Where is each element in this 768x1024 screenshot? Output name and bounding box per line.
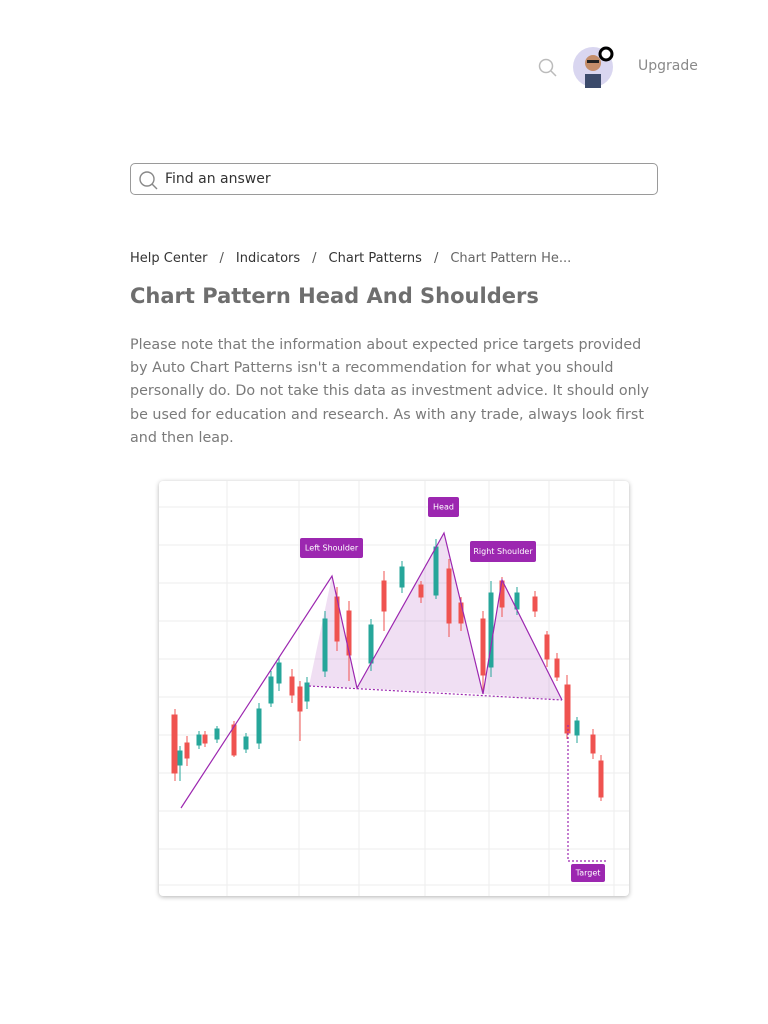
crumb[interactable]: Chart Patterns bbox=[328, 251, 422, 266]
pattern-labels: Left Shoulder Head Right Shoulder Target bbox=[300, 497, 605, 882]
pattern-figure: Left Shoulder Head Right Shoulder Target bbox=[159, 481, 629, 896]
separator: / bbox=[433, 251, 439, 266]
article-title: Chart Pattern Head And Shoulders bbox=[130, 284, 539, 308]
avatar[interactable] bbox=[572, 44, 618, 90]
breadcrumb: Help Center / Indicators / Chart Patterns / Ch… bbox=[130, 251, 571, 266]
search-placeholder: Find an answer bbox=[165, 171, 271, 187]
crumb[interactable]: Help Center bbox=[130, 251, 208, 266]
article-body: Please note that the information about e… bbox=[130, 337, 650, 446]
pattern-lines bbox=[180, 531, 607, 862]
label-target: Target bbox=[575, 869, 601, 878]
search-box[interactable]: Find an answer bbox=[130, 163, 658, 195]
search-icon bbox=[139, 171, 158, 190]
separator: / bbox=[312, 251, 317, 266]
candles bbox=[171, 539, 604, 801]
search-icon[interactable] bbox=[536, 56, 560, 80]
label-left-shoulder: Left Shoulder bbox=[305, 544, 359, 553]
crumb: Chart Pattern He... bbox=[450, 251, 572, 266]
label-head: Head bbox=[433, 503, 454, 512]
upgrade-link[interactable]: Upgrade bbox=[638, 58, 698, 74]
separator: / bbox=[219, 251, 224, 266]
crumb[interactable]: Indicators bbox=[235, 251, 301, 266]
label-right-shoulder: Right Shoulder bbox=[473, 547, 533, 556]
